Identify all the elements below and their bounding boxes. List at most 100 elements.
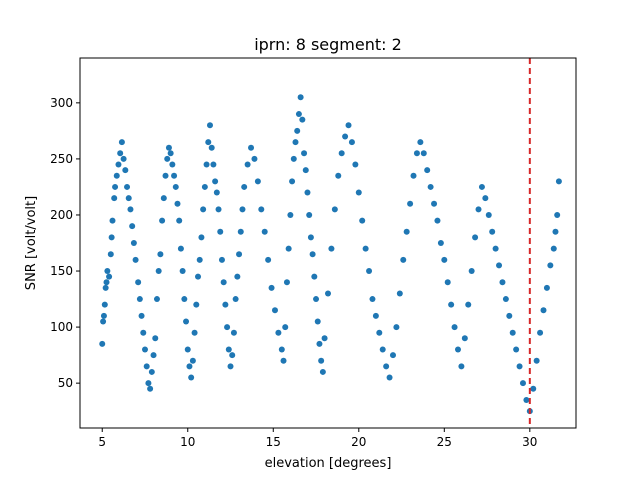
data-point (101, 301, 108, 308)
data-point (321, 335, 328, 342)
data-point (543, 284, 550, 291)
data-point (287, 211, 294, 218)
data-point (113, 172, 120, 179)
data-point (299, 116, 306, 123)
data-point (451, 324, 458, 331)
data-point (104, 268, 111, 275)
chart-title: iprn: 8 segment: 2 (254, 35, 402, 54)
data-point (102, 284, 109, 291)
data-point (376, 329, 383, 336)
data-point (118, 139, 125, 146)
data-point (348, 139, 355, 146)
data-point (120, 155, 127, 162)
data-point (328, 245, 335, 252)
data-point (189, 357, 196, 364)
data-point (441, 256, 448, 263)
data-point (307, 234, 314, 241)
data-point (319, 368, 326, 375)
data-point (294, 127, 301, 134)
data-point (147, 385, 154, 392)
data-point (417, 139, 424, 146)
data-point (458, 363, 465, 370)
data-point (108, 234, 115, 241)
data-point (99, 340, 106, 347)
data-point (444, 279, 451, 286)
data-point (130, 240, 137, 246)
data-point (196, 256, 203, 263)
data-point (169, 161, 176, 168)
data-point (220, 279, 227, 286)
data-point (362, 245, 369, 252)
data-point (271, 307, 278, 314)
data-point (224, 324, 231, 331)
data-point (100, 312, 107, 319)
data-point (217, 228, 224, 235)
data-point (331, 206, 338, 213)
data-point (485, 211, 492, 218)
data-point (335, 172, 342, 179)
y-tick-label: 50 (58, 376, 73, 390)
x-axis-label: elevation [degrees] (265, 456, 392, 471)
data-point (127, 206, 134, 213)
data-point (258, 206, 265, 213)
data-point (140, 329, 147, 336)
data-point (502, 296, 509, 303)
data-point (283, 279, 290, 286)
data-points-group (99, 94, 562, 415)
data-point (159, 217, 166, 224)
data-point (313, 296, 320, 303)
data-point (230, 329, 237, 336)
data-point (115, 161, 122, 168)
data-point (254, 178, 261, 185)
data-point (181, 296, 188, 303)
data-point (229, 352, 236, 359)
data-point (135, 279, 142, 286)
data-point (509, 329, 516, 336)
data-point (177, 245, 184, 252)
data-point (290, 155, 297, 162)
data-point (210, 161, 217, 168)
data-point (248, 144, 255, 151)
data-point (292, 139, 299, 146)
y-axis: 50 100 150 200 250 300 (50, 96, 80, 390)
data-point (407, 200, 414, 207)
data-point (282, 324, 289, 331)
data-point (306, 211, 313, 218)
data-point (244, 161, 251, 168)
data-point (379, 346, 386, 353)
data-point (165, 144, 172, 151)
y-axis-label: SNR [volt/volt] (24, 196, 39, 290)
data-point (215, 206, 222, 213)
data-point (302, 167, 309, 174)
data-point (122, 167, 129, 174)
data-point (523, 396, 530, 403)
data-point (304, 189, 311, 196)
data-point (125, 195, 132, 202)
data-point (150, 352, 157, 359)
data-point (183, 318, 190, 325)
data-point (478, 183, 485, 190)
data-point (239, 206, 246, 213)
data-point (236, 251, 243, 258)
data-point (208, 144, 215, 151)
data-point (555, 178, 562, 185)
data-point (547, 262, 554, 269)
data-point (191, 329, 198, 336)
data-point (465, 301, 472, 308)
data-point (342, 133, 349, 140)
data-point (295, 111, 302, 118)
data-point (100, 318, 107, 325)
data-point (519, 380, 526, 387)
y-tick-label: 300 (50, 96, 73, 110)
data-point (176, 217, 183, 224)
data-point (345, 122, 352, 129)
data-point (188, 374, 195, 381)
data-point (301, 150, 308, 157)
data-point (129, 223, 136, 230)
data-point (172, 183, 179, 190)
data-point (164, 155, 171, 162)
data-point (427, 183, 434, 190)
data-point (297, 94, 304, 101)
data-point (107, 251, 114, 258)
